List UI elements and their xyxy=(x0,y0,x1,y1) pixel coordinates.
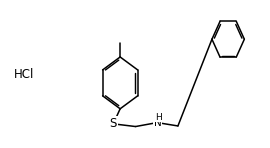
Text: N: N xyxy=(154,118,161,128)
Text: H: H xyxy=(155,113,161,122)
Text: S: S xyxy=(110,117,117,130)
Text: HCl: HCl xyxy=(14,67,35,81)
